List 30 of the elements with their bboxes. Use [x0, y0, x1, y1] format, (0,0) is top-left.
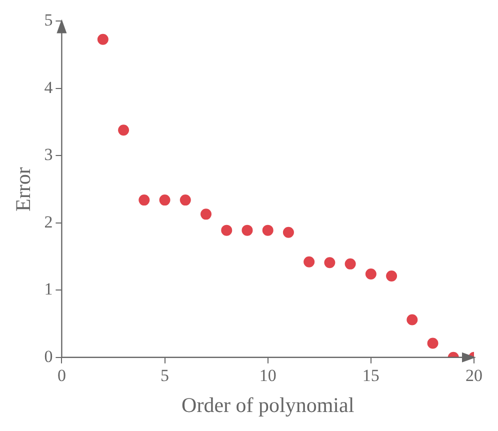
- x-tick-label: 15: [362, 366, 380, 386]
- y-tick-label: 2: [44, 212, 53, 232]
- point: [200, 208, 212, 220]
- point: [138, 194, 150, 206]
- y-tick-label: 0: [44, 346, 53, 366]
- point: [365, 268, 376, 280]
- x-axis-title: Order of polynomial: [182, 392, 354, 417]
- y-tick-label: 4: [44, 78, 54, 97]
- point: [386, 270, 398, 282]
- point: [221, 224, 232, 236]
- y-tick-label: 5: [44, 10, 53, 30]
- y-tick-label: 1: [44, 280, 53, 299]
- x-tick-label: 0: [57, 366, 66, 386]
- point: [282, 226, 294, 238]
- x-tick-label: 10: [259, 366, 276, 386]
- point: [97, 34, 108, 45]
- point: [262, 224, 274, 236]
- y-axis-title: Error: [11, 167, 36, 212]
- point: [324, 257, 336, 268]
- point: [427, 338, 438, 349]
- x-tick-label: 5: [160, 366, 170, 386]
- point: [118, 124, 130, 136]
- point: [242, 224, 253, 236]
- point: [159, 194, 170, 206]
- point: [344, 258, 356, 270]
- point: [180, 194, 191, 206]
- point: [406, 314, 418, 326]
- x-tick-label: 20: [466, 366, 482, 386]
- y-tick-label: 3: [44, 145, 53, 164]
- point: [304, 256, 315, 268]
